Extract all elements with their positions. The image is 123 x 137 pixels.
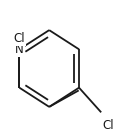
Text: Cl: Cl bbox=[14, 32, 25, 45]
Text: N: N bbox=[15, 43, 24, 56]
Text: Cl: Cl bbox=[103, 119, 114, 132]
